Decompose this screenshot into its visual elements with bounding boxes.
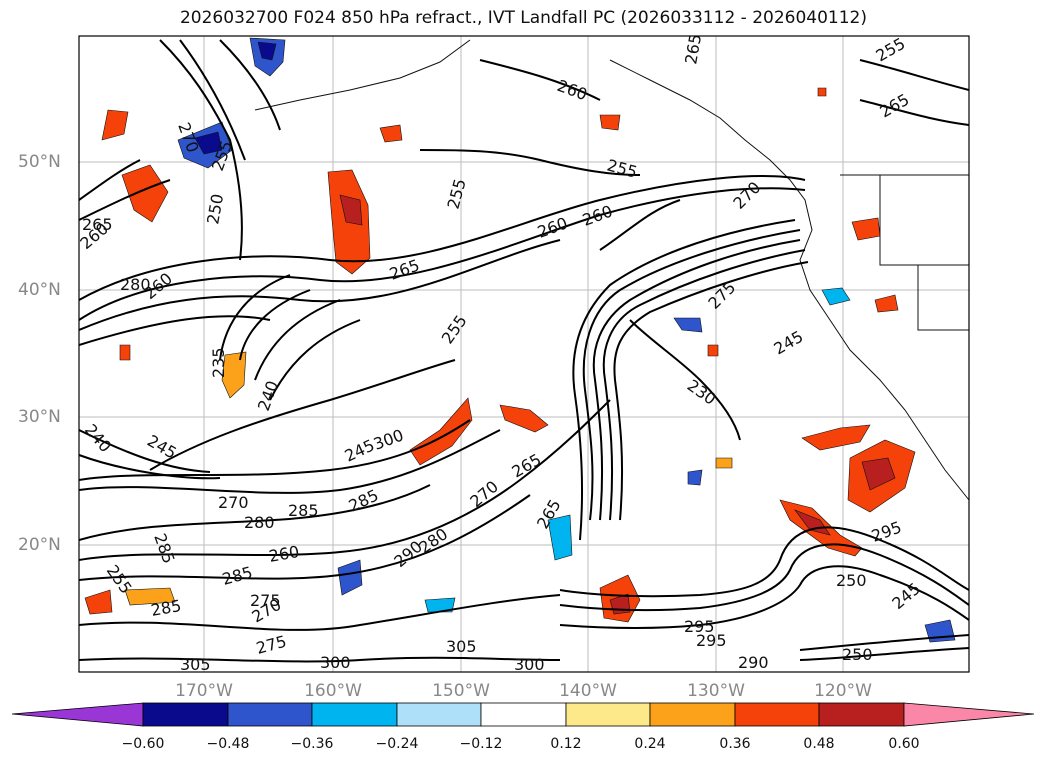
contour-label: 270: [218, 493, 249, 512]
contour-label: 250: [836, 571, 867, 590]
colorbar-bin: [227, 702, 313, 727]
refractivity-fills: [84, 37, 956, 643]
contour-label: 285: [288, 501, 319, 520]
colorbar-bin: [565, 702, 651, 727]
colorbar-bin: [396, 702, 482, 727]
fill-patch-darkred: [794, 509, 831, 536]
contour-label: 305: [446, 637, 477, 656]
lat-label: 50°N: [18, 152, 61, 172]
contour-label: 295: [696, 631, 727, 650]
fill-patch-orange: [409, 397, 473, 466]
lat-label: 30°N: [18, 407, 61, 427]
colorbar-extend-low: [11, 702, 144, 727]
lon-label: 120°W: [814, 681, 872, 701]
colorbar-bin: [142, 702, 229, 727]
lat-label: 40°N: [18, 280, 61, 300]
fill-patch-navy: [257, 41, 277, 61]
colorbar-tick: −0.60: [121, 736, 165, 752]
fill-patch-cyan: [424, 597, 456, 613]
map-title: 2026032700 F024 850 hPa refract., IVT La…: [179, 8, 867, 28]
coastlines: [254, 39, 969, 501]
lat-label: 20°N: [18, 535, 61, 555]
contour-label: 235: [209, 347, 228, 378]
colorbar-bin: [311, 702, 398, 727]
fill-patch-orange: [801, 424, 871, 451]
colorbar-tick: −0.12: [459, 736, 503, 752]
contour-label: 275: [250, 591, 281, 610]
contour-label: 265: [82, 215, 113, 234]
colorbar-tick: 0.12: [550, 736, 582, 752]
colorbar-bin: [818, 702, 905, 727]
contour-label: 280: [120, 275, 151, 294]
colorbar-bin: [480, 702, 567, 727]
lon-label: 140°W: [559, 681, 617, 701]
colorbar-bin: [649, 702, 736, 727]
colorbar-tick: −0.36: [290, 736, 334, 752]
contour-label: 295: [684, 617, 715, 636]
fill-patch-orange: [874, 294, 899, 313]
colorbar-extend-high: [903, 702, 1035, 727]
fill-patch-orange: [119, 344, 131, 361]
colorbar-bin: [734, 702, 820, 727]
fill-patch-orange: [101, 109, 129, 141]
colorbar-tick: 0.36: [719, 736, 751, 752]
colorbar-tick: 0.60: [888, 736, 920, 752]
fill-patch-orange: [715, 457, 733, 469]
fill-patch-orange: [599, 114, 621, 131]
fill-patch-orange: [499, 404, 549, 433]
fill-patch-orange: [379, 124, 403, 143]
fill-patch-darkred: [339, 194, 363, 226]
lon-label: 170°W: [175, 681, 233, 701]
colorbar-tick: 0.48: [803, 736, 835, 752]
fill-patch-cyan: [547, 514, 573, 561]
fill-patch-orange: [124, 587, 176, 606]
fill-patch-orange: [707, 344, 719, 357]
fill-patch-orange: [817, 87, 827, 97]
colorbar-tick: −0.48: [206, 736, 250, 752]
contour-label: 300: [514, 655, 545, 674]
colorbar: [11, 702, 1035, 727]
contour-label: 290: [738, 653, 769, 672]
fill-patch-darkred: [861, 457, 896, 491]
contour-label: 305: [180, 655, 211, 674]
colorbar-tick: 0.24: [634, 736, 666, 752]
fill-patch-navy: [194, 131, 223, 155]
contour-lines: [79, 39, 969, 663]
fill-patch-blue: [673, 317, 703, 333]
contour-label: 250: [842, 645, 873, 664]
plot-frame: [78, 35, 970, 673]
fill-patch-blue: [687, 469, 703, 486]
fill-patch-blue: [337, 559, 363, 596]
lon-label: 130°W: [687, 681, 745, 701]
contour-label: 280: [244, 513, 275, 532]
fill-patch-cyan: [821, 287, 851, 306]
lon-label: 160°W: [304, 681, 362, 701]
lon-label: 150°W: [432, 681, 490, 701]
fill-patch-orange: [121, 164, 169, 223]
fill-patch-orange: [84, 589, 113, 615]
contour-label: 300: [320, 653, 351, 672]
colorbar-tick: −0.24: [375, 736, 419, 752]
